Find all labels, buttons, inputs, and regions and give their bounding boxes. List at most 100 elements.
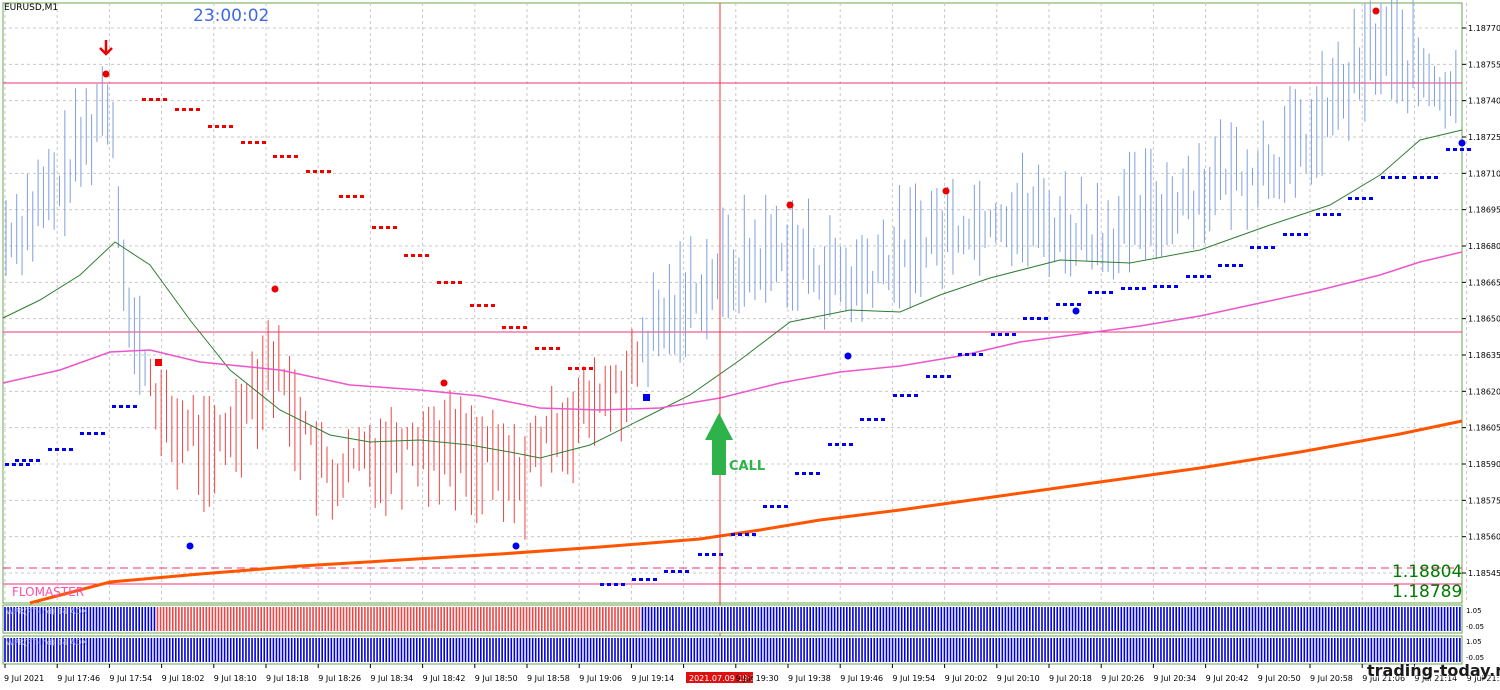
support-dot — [1044, 317, 1048, 320]
price-tick-label: 1.18635 — [1468, 351, 1500, 360]
main-window-frame — [2, 2, 1463, 604]
sub-tick-label: 1.05 — [1466, 607, 1482, 615]
support-dot — [80, 432, 84, 435]
support-dot — [1434, 176, 1438, 179]
support-dot — [1250, 246, 1254, 249]
resistance-dot — [393, 226, 397, 229]
resistance-dot — [568, 367, 572, 370]
support-dot — [893, 394, 897, 397]
support-dot — [1420, 176, 1424, 179]
support-dot — [1135, 287, 1139, 290]
price-tick-label: 1.18725 — [1468, 133, 1500, 142]
support-dot — [802, 472, 806, 475]
resistance-dot — [509, 326, 513, 329]
resistance-dot — [163, 98, 167, 101]
support-dot — [1348, 197, 1352, 200]
support-dot — [94, 432, 98, 435]
resistance-dot — [149, 98, 153, 101]
time-tick-label: 9 Jul 18:18 — [266, 674, 309, 683]
time-tick-label: 9 Jul 18:26 — [318, 674, 361, 683]
price-tick-label: 1.18755 — [1468, 60, 1500, 69]
support-dot — [816, 472, 820, 475]
support-dot — [1128, 287, 1132, 290]
support-dot — [5, 463, 9, 466]
support-dot — [1446, 148, 1450, 151]
sub-tick-label: -0.05 — [1466, 654, 1484, 662]
resistance-dot — [575, 367, 579, 370]
support-dot — [1232, 264, 1236, 267]
resistance-dot — [451, 281, 455, 284]
support-dot — [1063, 303, 1067, 306]
support-dot — [1160, 285, 1164, 288]
price-tick-label: 1.18695 — [1468, 206, 1500, 215]
support-dot — [119, 405, 123, 408]
support-dot — [678, 570, 682, 573]
resistance-dot — [346, 195, 350, 198]
support-dot — [653, 578, 657, 581]
support-dot — [835, 443, 839, 446]
support-dot — [600, 583, 604, 586]
time-tick-label: 9 Jul 20:50 — [1258, 674, 1301, 683]
sell-signal-dot — [102, 70, 110, 78]
support-dot — [731, 533, 735, 536]
support-dot — [1297, 233, 1301, 236]
support-dot — [1290, 233, 1294, 236]
resistance-dot — [222, 125, 226, 128]
support-dot — [1193, 275, 1197, 278]
support-dot — [881, 418, 885, 421]
sell-signal-dot — [942, 187, 950, 195]
resistance-dot — [255, 141, 259, 144]
support-dot — [607, 583, 611, 586]
crosshair-time-box — [686, 672, 753, 683]
time-tick-label: 9 Jul 19:54 — [892, 674, 935, 683]
sub-tick-label: 1.05 — [1466, 638, 1482, 646]
crosshair-time-label: 2021.07.09 19:28 — [689, 674, 760, 683]
support-dot — [860, 418, 864, 421]
support-dot — [1330, 213, 1334, 216]
support-dot — [784, 505, 788, 508]
resistance-dot — [404, 254, 408, 257]
resistance-dot — [418, 254, 422, 257]
price-tick-label: 1.18560 — [1468, 533, 1500, 542]
support-dot — [614, 583, 618, 586]
support-dot — [1460, 148, 1464, 151]
time-tick-label: 9 Jul 21:06 — [1362, 674, 1405, 683]
support-dot — [874, 418, 878, 421]
resistance-dot — [556, 347, 560, 350]
support-dot — [1030, 317, 1034, 320]
support-dot — [1381, 176, 1385, 179]
support-dot — [22, 459, 26, 462]
buy-signal-dot — [844, 352, 852, 360]
support-dot — [1304, 233, 1308, 236]
support-dot — [1413, 176, 1417, 179]
time-tick-label: 9 Jul 20:02 — [945, 674, 988, 683]
support-dot — [698, 553, 702, 556]
time-tick-label: 9 Jul 20:18 — [1049, 674, 1092, 683]
support-dot — [1102, 291, 1106, 294]
resistance-dot — [327, 170, 331, 173]
support-dot — [1167, 285, 1171, 288]
support-dot — [958, 353, 962, 356]
support-dot — [777, 505, 781, 508]
candle-timer: 23:00:02 — [193, 6, 270, 26]
support-dot — [1316, 213, 1320, 216]
support-dot — [907, 394, 911, 397]
sell-signal-dot — [271, 285, 279, 293]
support-dot — [1388, 176, 1392, 179]
support-dot — [849, 443, 853, 446]
resistance-dot — [215, 125, 219, 128]
indicator-name-label: FLOMASTER — [12, 585, 85, 599]
price-tick-label: 1.18680 — [1468, 242, 1500, 251]
resistance-dot — [313, 170, 317, 173]
resistance-dot — [189, 108, 193, 111]
time-tick-label: 9 Jul 18:58 — [527, 674, 570, 683]
sell-signal-dot — [440, 379, 448, 387]
support-dot — [1239, 264, 1243, 267]
call-arrow-icon — [705, 413, 733, 475]
resistance-dot — [320, 170, 324, 173]
support-dot — [685, 570, 689, 573]
support-dot — [664, 570, 668, 573]
resistance-dot — [516, 326, 520, 329]
